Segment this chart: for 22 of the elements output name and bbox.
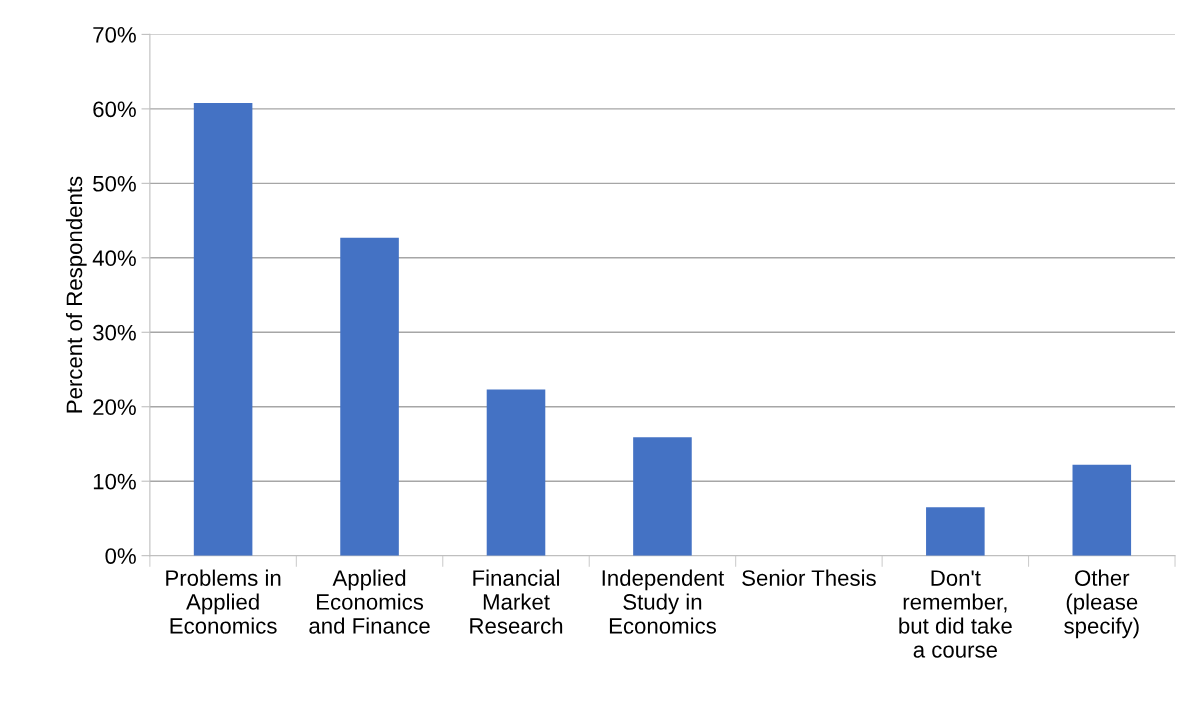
x-tick-label: Problems in Applied Economics [166,569,281,634]
x-tick-label: Other (please specify) [1064,569,1139,639]
x-tick-label: Senior Thesis [742,569,876,586]
y-tick-label: 40% [92,250,136,267]
bar [926,507,985,556]
y-tick-label: 0% [105,548,136,564]
x-tick-label: Independent Study in Economics [602,569,725,634]
y-tick-label: 30% [93,324,136,341]
y-tick-label: 10% [93,473,136,490]
x-tick-label: Applied Economics and Finance [309,569,430,634]
y-tick-label: 50% [93,175,136,192]
y-tick-label: 70% [93,26,136,43]
y-tick-label: 60% [93,101,136,118]
bar [633,437,692,556]
bar [1072,464,1132,556]
bar [193,102,253,556]
bar [340,237,399,556]
y-tick-label: 20% [93,399,136,416]
x-tick-label: Financial Market Research [470,569,563,634]
bar [486,389,546,556]
y-axis-title: Percent of Respondents [65,176,87,413]
x-tick-label: Don't remember, but did take a course [899,570,1012,658]
